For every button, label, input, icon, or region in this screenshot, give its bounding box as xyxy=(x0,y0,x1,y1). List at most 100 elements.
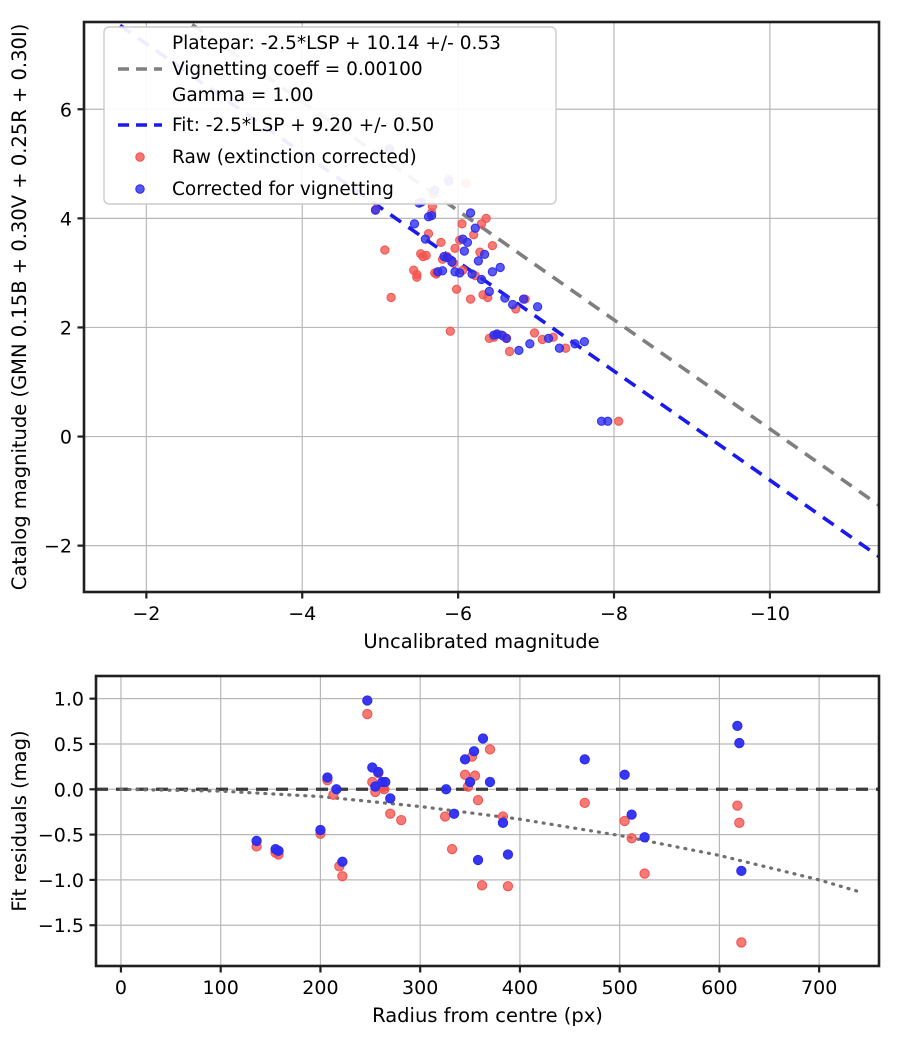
scatter-series-corrected xyxy=(251,695,747,876)
data-point xyxy=(497,817,509,828)
legend-entry-platepar: Platepar: -2.5*LSP + 10.14 +/- 0.53 Vigne… xyxy=(118,33,501,106)
data-point xyxy=(736,937,747,948)
data-point xyxy=(476,274,487,285)
axes-frame xyxy=(94,674,881,968)
data-point xyxy=(472,854,484,866)
data-point xyxy=(458,234,468,244)
data-point xyxy=(455,268,465,278)
data-point xyxy=(626,833,637,844)
data-point xyxy=(362,695,373,706)
data-point xyxy=(481,213,491,224)
data-point xyxy=(639,868,650,879)
data-point xyxy=(736,865,747,876)
grid-lines xyxy=(96,676,879,966)
data-point xyxy=(465,208,476,218)
x-tick-label: −8 xyxy=(600,603,628,625)
scatter-series-raw xyxy=(251,708,747,948)
data-point xyxy=(421,250,431,261)
data-point xyxy=(459,769,471,780)
y-tick-label: 0.5 xyxy=(54,734,84,756)
legend-label: Fit: -2.5*LSP + 9.20 +/- 0.50 xyxy=(172,115,434,136)
data-point xyxy=(614,416,624,426)
legend-label: Platepar: -2.5*LSP + 10.14 +/- 0.53 xyxy=(172,33,501,54)
data-point xyxy=(487,240,498,251)
data-point xyxy=(457,219,467,229)
data-point xyxy=(409,219,420,229)
legend: Platepar: -2.5*LSP + 10.14 +/- 0.53 Vigne… xyxy=(103,26,557,205)
data-point xyxy=(251,835,262,847)
x-tick-label: 600 xyxy=(701,977,737,999)
y-tick-label: 1.0 xyxy=(54,689,84,711)
data-point xyxy=(619,769,630,780)
data-point xyxy=(502,849,514,860)
y-tick-label: −2 xyxy=(44,536,72,558)
y-tick-label: −0.5 xyxy=(38,825,84,847)
data-point xyxy=(484,744,496,755)
x-tick-label: 200 xyxy=(302,977,338,999)
data-point xyxy=(473,256,484,266)
legend-label: Vignetting coeff = 0.00100 xyxy=(172,59,423,80)
data-point xyxy=(502,881,514,892)
data-point xyxy=(734,737,745,749)
data-point xyxy=(732,800,743,811)
y-tick-label: −1.5 xyxy=(38,915,84,937)
data-point xyxy=(543,333,554,344)
data-point xyxy=(500,293,510,303)
legend-entry-raw: Raw (extinction corrected) xyxy=(135,147,417,168)
y-tick-label: 6 xyxy=(60,99,72,121)
data-point xyxy=(529,328,540,338)
data-point xyxy=(450,243,460,254)
data-point xyxy=(484,776,496,788)
legend-entry-corrected: Corrected for vignetting xyxy=(135,179,394,200)
data-point xyxy=(412,272,422,282)
x-axis-ticks: −2 −4 −6 −8 −10 xyxy=(132,592,790,625)
x-tick-label: −6 xyxy=(444,603,472,625)
data-point xyxy=(518,294,529,304)
legend-label: Gamma = 1.00 xyxy=(172,85,314,106)
y-tick-label: 0.0 xyxy=(54,779,84,801)
x-axis-title: Uncalibrated magnitude xyxy=(363,630,599,653)
data-point xyxy=(437,266,448,276)
legend-marker-corrected xyxy=(135,184,145,194)
data-point xyxy=(386,292,396,303)
data-point xyxy=(273,845,284,857)
legend-entry-fit: Fit: -2.5*LSP + 9.20 +/- 0.50 xyxy=(118,115,434,136)
data-point xyxy=(484,286,494,297)
data-area xyxy=(96,695,879,948)
data-point xyxy=(619,815,630,827)
data-point xyxy=(445,326,455,336)
x-tick-label: 700 xyxy=(801,977,837,999)
data-point xyxy=(468,746,480,757)
data-point xyxy=(337,856,348,867)
data-point xyxy=(532,302,543,312)
data-point xyxy=(442,252,452,263)
data-point xyxy=(639,832,650,843)
data-point xyxy=(579,754,590,765)
x-tick-label: −2 xyxy=(132,603,160,625)
y-axis-ticks: −2 0 2 4 6 xyxy=(44,99,84,558)
data-point xyxy=(479,249,490,260)
data-point xyxy=(446,843,458,855)
data-point xyxy=(426,210,437,221)
legend-label: Raw (extinction corrected) xyxy=(172,147,417,168)
data-point xyxy=(514,345,524,356)
data-point xyxy=(439,811,451,822)
data-point xyxy=(476,880,488,891)
data-point xyxy=(487,267,498,277)
data-point xyxy=(504,346,515,357)
data-point xyxy=(451,284,462,294)
data-point xyxy=(448,808,460,819)
y-tick-label: 0 xyxy=(60,427,72,449)
data-point xyxy=(459,246,470,256)
x-tick-label: 300 xyxy=(402,977,438,999)
data-point xyxy=(380,776,391,788)
y-axis-title: Fit residuals (mag) xyxy=(8,730,31,911)
data-point xyxy=(337,871,348,882)
y-tick-label: 4 xyxy=(60,208,72,230)
data-point xyxy=(362,708,373,720)
data-point xyxy=(508,299,518,310)
legend-box xyxy=(103,26,557,205)
y-axis-ticks: −1.5 −1.0 −0.5 0.0 0.5 1.0 xyxy=(38,689,96,937)
data-point xyxy=(373,766,384,778)
